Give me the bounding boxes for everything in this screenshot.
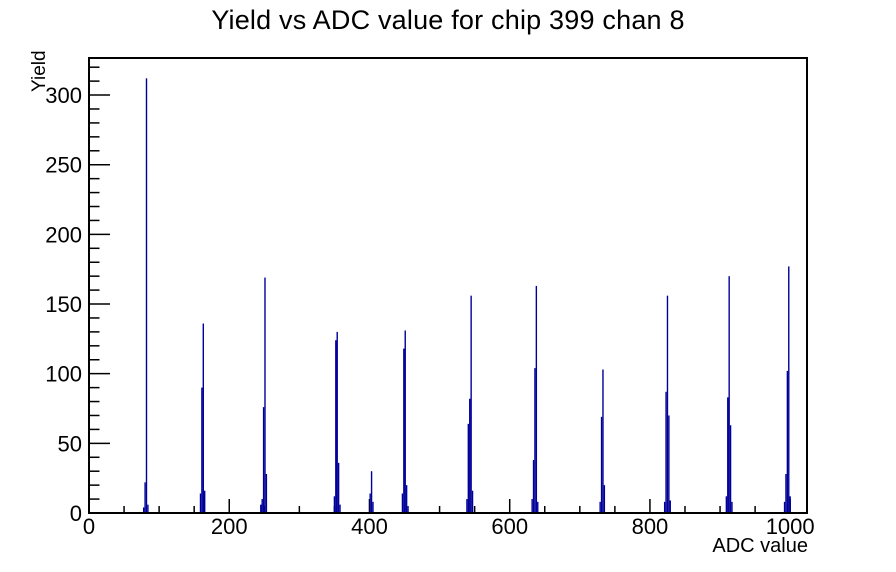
histogram-bar [372, 501, 374, 513]
y-tick-label: 150 [45, 292, 82, 317]
x-tick-label: 1000 [766, 514, 815, 539]
histogram-bar [729, 425, 732, 513]
histogram-bar [469, 398, 471, 513]
y-axis-title: Yield [29, 50, 50, 92]
histogram-bar [202, 323, 204, 513]
histogram-bar [467, 423, 470, 513]
axis-tick-labels: 0 50 100 150 200 250 300 0 200 400 600 800 1000 [45, 83, 814, 539]
histogram-bar [335, 340, 337, 513]
y-tick-label: 300 [45, 83, 82, 108]
histogram-bar [405, 485, 408, 513]
chart-title: Yield vs ADC value for chip 399 chan 8 [211, 5, 685, 35]
histogram-bar [600, 416, 603, 513]
histogram-bar [602, 369, 604, 513]
histogram-bar [142, 507, 145, 513]
histogram-bars [142, 78, 791, 513]
histogram-bar [407, 506, 409, 513]
histogram-bar [261, 499, 263, 513]
histogram-bar [668, 415, 670, 513]
histogram-bar [532, 460, 535, 513]
histogram-bar [401, 493, 404, 513]
plot-frame [88, 57, 808, 514]
y-tick-label: 0 [70, 501, 82, 526]
frame-border [88, 57, 808, 514]
histogram-bar [665, 391, 667, 513]
histogram-bar [470, 295, 472, 513]
histogram-bar [260, 504, 262, 513]
histogram-bar [471, 490, 474, 513]
x-axis-title: ADC value [712, 535, 808, 557]
x-tick-label: 400 [351, 514, 388, 539]
histogram-bar [537, 501, 539, 513]
histogram-bar [534, 368, 536, 513]
histogram-bar [203, 490, 206, 513]
y-tick-label: 100 [45, 362, 82, 387]
histogram-bar [144, 482, 146, 513]
histogram-bar [727, 397, 729, 513]
histogram-bar [199, 493, 202, 513]
histogram-bar [147, 504, 149, 513]
histogram-bar [603, 485, 606, 513]
histogram-bar [339, 504, 341, 513]
histogram-bar [262, 407, 265, 513]
histogram-bar [403, 348, 405, 513]
y-tick-label: 50 [58, 431, 82, 456]
histogram-bar [466, 499, 468, 513]
histogram-bar [337, 462, 340, 513]
x-tick-label: 0 [83, 514, 95, 539]
histogram-bar [783, 501, 786, 513]
histogram-bar [788, 266, 790, 513]
histogram-bar [731, 501, 733, 513]
x-tick-label: 200 [211, 514, 248, 539]
histogram-bar [145, 78, 148, 513]
histogram-bar [531, 499, 533, 513]
y-tick-label: 250 [45, 153, 82, 178]
histogram-bar [666, 295, 669, 513]
histogram-bar [370, 471, 373, 513]
histogram-bar [265, 473, 268, 513]
histogram-bar [264, 277, 266, 513]
histogram-bar [725, 496, 728, 513]
histogram-bar [535, 285, 538, 513]
histogram-bar [404, 330, 406, 513]
histogram-bar [336, 331, 338, 513]
histogram-bar [785, 473, 787, 513]
histogram-bar [369, 493, 371, 513]
histogram-bar [201, 387, 203, 513]
histogram-bar [786, 370, 789, 513]
x-tick-label: 800 [632, 514, 669, 539]
histogram-bar [663, 501, 666, 513]
axis-ticks [88, 66, 791, 514]
histogram-bar [599, 501, 601, 513]
histogram-bar [728, 276, 730, 513]
histogram-bar [789, 496, 791, 513]
x-tick-label: 600 [491, 514, 528, 539]
y-tick-label: 200 [45, 222, 82, 247]
histogram-bar [669, 500, 671, 513]
histogram-bar [333, 496, 336, 513]
